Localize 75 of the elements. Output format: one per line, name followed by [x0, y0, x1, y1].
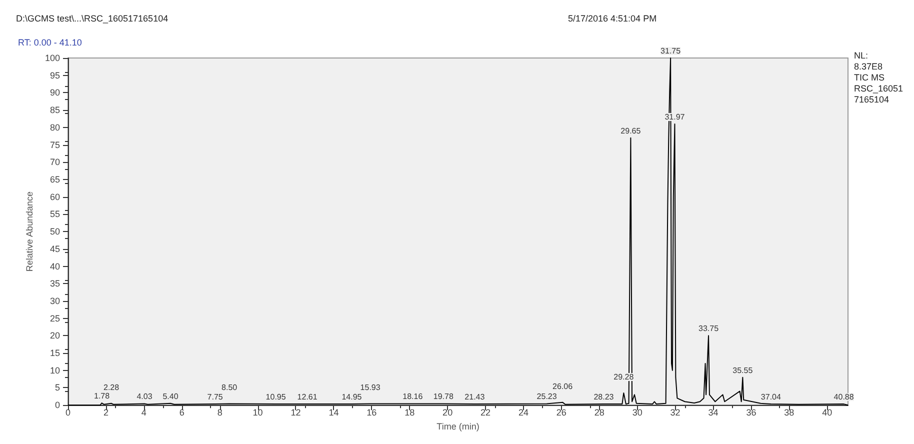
x-tick-label: 40 — [822, 408, 832, 418]
annotation: 29.65 — [620, 126, 642, 136]
annotation: 29.28 — [614, 372, 634, 382]
annotation: 37.04 — [760, 392, 782, 402]
y-tick-label: 55 — [50, 209, 60, 220]
y-axis-title: Relative Abundance — [24, 192, 35, 272]
y-tick-label: 50 — [50, 226, 60, 237]
y-tick-label: 75 — [50, 140, 60, 150]
annotation: 21.43 — [464, 392, 486, 402]
x-axis-title: Time (min) — [436, 422, 480, 432]
x-tick-label: 30 — [632, 408, 642, 418]
y-tick-label: 5 — [54, 382, 60, 393]
x-tick-label: 32 — [670, 408, 680, 418]
annotation: 8.50 — [222, 383, 238, 392]
y-tick-label: 30 — [50, 296, 60, 306]
y-tick-label: 90 — [50, 88, 60, 98]
x-tick-label: 10 — [252, 408, 263, 418]
text: RT: 0.00 - 41.10 — [18, 38, 82, 48]
x-tick-label: 34 — [708, 408, 718, 418]
y-tick-label: 40 — [50, 261, 60, 272]
y-tick-label: 10 — [50, 365, 60, 376]
x-tick-label: 38 — [784, 408, 794, 418]
x-tick-label: 0 — [65, 408, 71, 418]
y-tick-label: 65 — [50, 174, 60, 184]
x-tick-label: 36 — [746, 408, 756, 418]
annotation: 10.95 — [266, 392, 286, 402]
y-tick-label: 95 — [50, 70, 60, 80]
y-tick-label: 20 — [50, 330, 60, 341]
annotation: 4.03 — [136, 392, 153, 402]
annotation: 14.95 — [342, 392, 362, 402]
annotation: 40.88 — [834, 392, 854, 402]
y-tick-label: 80 — [50, 122, 60, 132]
x-tick-label: 14 — [328, 408, 339, 418]
x-tick-label: 24 — [518, 408, 528, 418]
annotation: 15.93 — [360, 383, 381, 392]
y-tick-label: 45 — [50, 244, 60, 254]
y-tick-label: 35 — [50, 278, 60, 289]
text: 8.37E8 — [854, 62, 883, 72]
x-tick-label: 22 — [480, 408, 491, 418]
annotation: 18.16 — [402, 392, 424, 402]
annotation: 7.75 — [207, 392, 224, 402]
y-tick-label: 60 — [50, 192, 60, 202]
text: 5/17/2016 4:51:04 PM — [568, 14, 657, 24]
annotation: 5.40 — [162, 392, 179, 401]
x-tick-label: 12 — [290, 408, 301, 418]
x-tick-label: 4 — [141, 408, 146, 418]
x-tick-label: 20 — [442, 408, 453, 418]
x-tick-label: 26 — [556, 408, 566, 418]
y-tick-label: 100 — [44, 53, 60, 63]
text: TIC MS — [854, 72, 884, 82]
annotation: 1.78 — [94, 392, 110, 401]
annotation: 35.55 — [732, 366, 754, 375]
x-tick-label: 16 — [366, 408, 377, 418]
x-tick-label: 6 — [179, 408, 184, 418]
y-tick-label: 25 — [50, 313, 60, 324]
annotation: 25.23 — [536, 392, 558, 402]
y-tick-label: 15 — [50, 348, 60, 358]
annotation: 31.75 — [660, 46, 682, 56]
text: NL: — [854, 50, 868, 60]
y-tick-label: 70 — [50, 157, 60, 168]
x-tick-label: 18 — [404, 408, 415, 418]
x-tick-label: 2 — [103, 408, 108, 418]
annotation: 2.28 — [103, 382, 120, 392]
annotation: 28.23 — [594, 392, 614, 402]
text: RSC_160517165104 — [854, 84, 904, 104]
y-tick-label: 0 — [54, 400, 60, 410]
annotation: 33.75 — [698, 324, 720, 334]
annotation: 12.61 — [297, 392, 318, 402]
x-tick-label: 8 — [217, 408, 222, 418]
x-tick-label: 28 — [594, 408, 604, 418]
annotation: 26.06 — [552, 382, 574, 391]
annotation: 19.78 — [433, 392, 454, 402]
y-tick-label: 85 — [50, 105, 60, 116]
annotation: 31.97 — [664, 112, 686, 122]
text: D:\GCMS test\...\RSC_160517165104 — [16, 14, 168, 24]
